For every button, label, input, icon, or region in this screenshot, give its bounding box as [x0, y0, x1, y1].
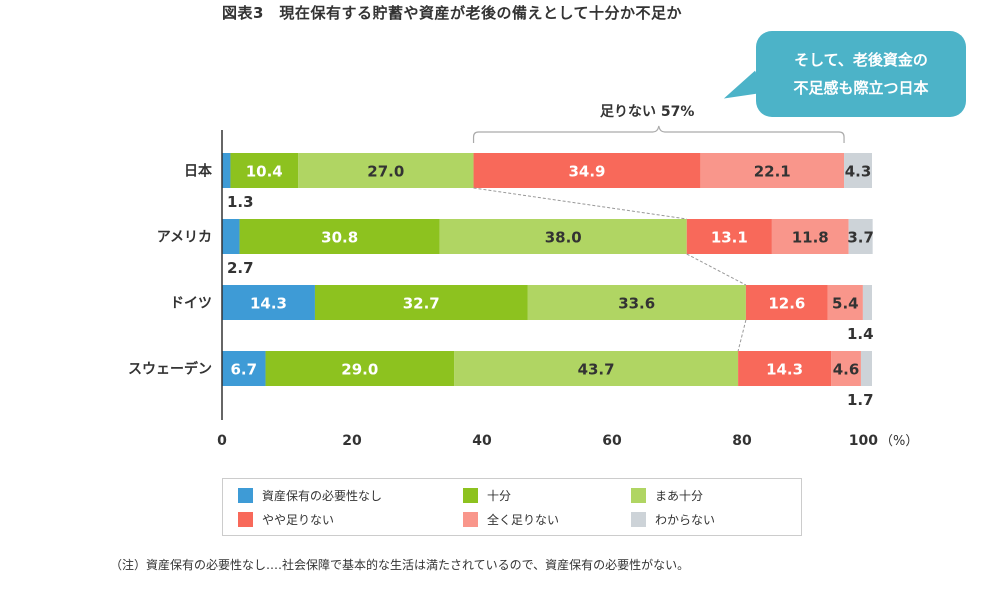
connector-line	[737, 319, 747, 352]
chart-title: 図表3 現在保有する貯蓄や資産が老後の備えとして十分か不足か	[222, 4, 682, 22]
data-label: 1.4	[847, 325, 874, 343]
data-label: 11.8	[792, 229, 829, 247]
legend-label: わからない	[655, 513, 716, 527]
bar-segment-1	[230, 153, 299, 188]
bar-segment-3	[745, 285, 828, 320]
x-tick-label: 80	[732, 433, 752, 449]
x-tick-label: 40	[472, 433, 492, 449]
bar-segment-1	[314, 285, 528, 320]
legend-item: 十分	[463, 487, 511, 504]
bar-segment-5	[848, 219, 873, 254]
category-label: スウェーデン	[128, 361, 212, 378]
connector-line	[473, 187, 687, 220]
bar-segment-5	[844, 153, 872, 188]
bar-segment-0	[222, 153, 231, 188]
data-label: 38.0	[545, 229, 582, 247]
callout-line2: 不足感も際立つ日本	[793, 79, 929, 97]
bar-segment-5	[860, 351, 872, 386]
data-label: 3.7	[847, 229, 874, 247]
data-label: 34.9	[568, 163, 605, 181]
legend-item: やや足りない	[238, 511, 334, 528]
data-label: 1.3	[227, 193, 254, 211]
bar-segment-0	[222, 219, 240, 254]
data-label: 43.7	[578, 361, 615, 379]
legend-item: 資産保有の必要性なし	[238, 487, 382, 504]
legend-swatch	[463, 512, 478, 527]
legend-label: まあ十分	[655, 489, 704, 503]
bar-segment-4	[831, 351, 861, 386]
bar-segment-4	[827, 285, 863, 320]
legend-item: わからない	[631, 511, 715, 528]
legend: 資産保有の必要性なし 十分 まあ十分やや足りない 全く足りない わからない	[222, 478, 802, 536]
data-label: 12.6	[768, 295, 805, 313]
bar-segment-3	[473, 153, 701, 188]
data-label: 14.3	[766, 361, 803, 379]
data-label: 32.7	[403, 295, 440, 313]
legend-label: 全く足りない	[487, 513, 560, 527]
bar-segment-2	[298, 153, 474, 188]
bar-segment-0	[222, 285, 315, 320]
legend-label: やや足りない	[262, 513, 335, 527]
bar-segment-3	[738, 351, 832, 386]
x-unit-label: （%）	[880, 434, 918, 449]
bar-segment-4	[700, 153, 845, 188]
legend-item: 全く足りない	[463, 511, 559, 528]
bar-segment-2	[454, 351, 739, 386]
bar-segment-0	[222, 351, 266, 386]
data-label: 13.1	[711, 229, 748, 247]
bar-segment-2	[527, 285, 746, 320]
legend-swatch	[463, 488, 478, 503]
legend-swatch	[238, 488, 253, 503]
callout-line1: そして、老後資金の	[794, 51, 928, 69]
bar-segment-1	[239, 219, 440, 254]
data-label: 4.3	[845, 163, 872, 181]
bar-segment-4	[771, 219, 849, 254]
bar-segment-5	[862, 285, 872, 320]
legend-swatch	[238, 512, 253, 527]
bar-segment-1	[265, 351, 455, 386]
data-label: 5.4	[832, 295, 859, 313]
legend-label: 十分	[487, 489, 512, 503]
data-label: 14.3	[250, 295, 287, 313]
bar-segment-2	[439, 219, 687, 254]
bracket-label: 足りない 57%	[600, 104, 695, 120]
connector-line	[686, 253, 747, 286]
data-label: 1.7	[847, 391, 874, 409]
legend-swatch	[631, 512, 646, 527]
data-label: 29.0	[341, 361, 378, 379]
category-label: ドイツ	[170, 296, 212, 312]
legend-swatch	[631, 488, 646, 503]
data-label: 2.7	[227, 259, 254, 277]
category-label: アメリカ	[157, 230, 212, 246]
x-tick-label: 20	[342, 433, 362, 449]
legend-item: まあ十分	[631, 487, 703, 504]
data-label: 27.0	[367, 163, 404, 181]
bar-segment-3	[686, 219, 772, 254]
x-tick-label: 0	[217, 433, 227, 449]
data-label: 22.1	[754, 163, 791, 181]
data-label: 6.7	[230, 361, 257, 379]
x-tick-label: 60	[602, 433, 622, 449]
data-label: 10.4	[246, 163, 283, 181]
data-label: 4.6	[833, 361, 860, 379]
category-label: 日本	[184, 163, 213, 180]
bracket	[472, 125, 845, 143]
callout-bubble: そして、老後資金の 不足感も際立つ日本	[756, 31, 966, 117]
x-tick-label: 100	[849, 433, 878, 449]
data-label: 30.8	[321, 229, 358, 247]
footnote: （注）資産保有の必要性なし‥‥社会保障で基本的な生活は満たされているので、資産保…	[110, 558, 690, 572]
legend-label: 資産保有の必要性なし	[262, 489, 383, 503]
data-label: 33.6	[618, 295, 655, 313]
